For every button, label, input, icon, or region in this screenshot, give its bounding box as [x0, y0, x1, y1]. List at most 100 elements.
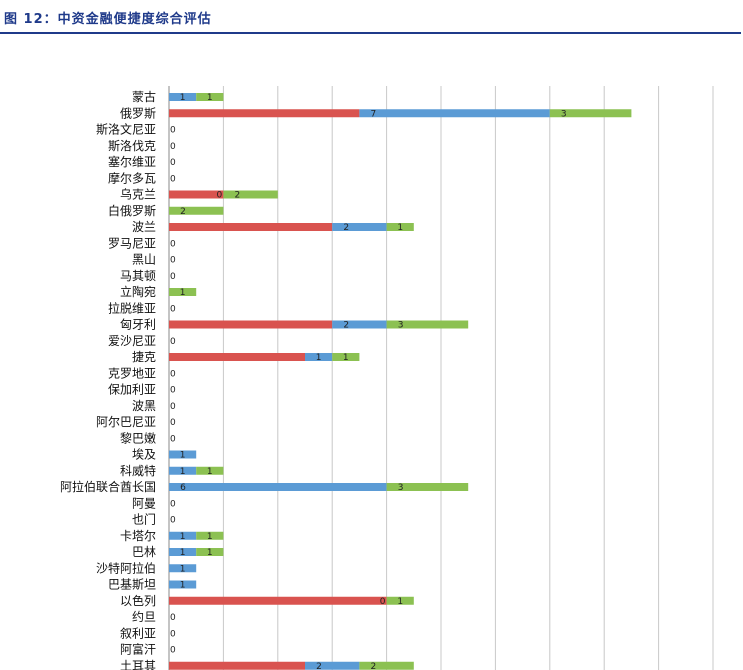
bar-segment [169, 206, 224, 215]
data-label: 0 [170, 304, 176, 314]
data-label: 1 [180, 467, 186, 477]
bar-segment [169, 450, 197, 459]
bar-segment [332, 223, 387, 231]
category-label: 阿富汗 [120, 642, 156, 657]
data-label: 0 [170, 402, 176, 412]
data-label: 3 [561, 109, 567, 119]
category-labels: 蒙古俄罗斯斯洛文尼亚斯洛伐克塞尔维亚摩尔多瓦乌克兰白俄罗斯波兰罗马尼亚黑山马其顿… [60, 89, 156, 670]
data-label: 0 [380, 597, 386, 607]
data-label: 1 [316, 353, 322, 363]
figure-title: 图 12：中资金融便捷度综合评估 [4, 12, 212, 27]
category-label: 保加利亚 [108, 383, 156, 397]
bar-segment [169, 661, 305, 670]
bar-segment [169, 483, 387, 491]
category-label: 阿尔巴尼亚 [96, 414, 156, 429]
data-label: 1 [207, 467, 213, 477]
data-label: 3 [398, 483, 404, 493]
bars: 1173000002022100001023011000001116300111… [169, 93, 632, 670]
category-label: 叙利亚 [120, 626, 156, 640]
category-label: 罗马尼亚 [108, 236, 156, 250]
category-label: 斯洛伐克 [108, 138, 156, 153]
category-label: 巴基斯坦 [108, 578, 156, 592]
data-label: 2 [235, 191, 241, 201]
category-label: 克罗地亚 [108, 366, 156, 380]
data-label: 0 [217, 191, 223, 201]
figure-header: 图 12：中资金融便捷度综合评估 [0, 0, 743, 36]
data-label: 0 [170, 142, 176, 152]
data-label: 0 [170, 272, 176, 282]
data-label: 0 [170, 369, 176, 379]
category-label: 阿拉伯联合酋长国 [60, 479, 156, 494]
data-label: 1 [343, 353, 349, 363]
gridlines [168, 86, 714, 670]
category-label: 塞尔维亚 [108, 154, 156, 169]
bar-segment [549, 109, 632, 118]
bar-segment [196, 466, 224, 475]
bar-segment [305, 661, 360, 670]
bar-segment [169, 531, 197, 540]
bar-segment [169, 320, 333, 329]
data-label: 1 [180, 93, 186, 103]
bar-segment [359, 109, 550, 118]
category-label: 黎巴嫩 [120, 431, 156, 445]
data-label: 1 [180, 564, 186, 574]
category-label: 巴林 [132, 545, 156, 559]
data-label: 1 [397, 597, 403, 607]
data-label: 0 [170, 256, 176, 266]
data-label: 2 [316, 662, 322, 670]
bar-segment [169, 353, 305, 361]
bar-segment [169, 93, 197, 101]
data-label: 2 [343, 321, 349, 331]
bar-segment [196, 531, 224, 540]
data-label: 3 [398, 321, 404, 331]
data-label: 0 [170, 629, 176, 639]
category-label: 黑山 [132, 253, 156, 267]
data-label: 1 [180, 451, 186, 461]
data-label: 1 [180, 548, 186, 558]
data-label: 0 [170, 337, 176, 347]
data-label: 1 [207, 548, 213, 558]
data-label: 0 [170, 386, 176, 396]
bar-segment [169, 580, 197, 589]
bar-segment [169, 548, 197, 556]
category-label: 蒙古 [132, 89, 156, 104]
data-label: 0 [170, 418, 176, 428]
data-label: 1 [207, 93, 213, 103]
bar-segment [196, 93, 224, 101]
category-label: 约旦 [132, 609, 156, 624]
data-label: 0 [170, 613, 176, 623]
category-label: 白俄罗斯 [108, 203, 156, 218]
data-label: 0 [170, 646, 176, 656]
data-label: 2 [180, 207, 186, 217]
bar-segment [359, 661, 414, 670]
bar-segment [386, 223, 414, 231]
category-label: 波兰 [132, 220, 156, 234]
bar-segment [386, 596, 414, 605]
category-label: 斯洛文尼亚 [96, 122, 156, 137]
category-label: 俄罗斯 [120, 106, 156, 120]
bar-segment [169, 564, 197, 573]
data-label: 0 [170, 499, 176, 509]
category-label: 波黑 [132, 399, 156, 413]
category-label: 摩尔多瓦 [108, 170, 156, 185]
data-label: 7 [371, 109, 377, 119]
category-label: 乌克兰 [120, 187, 156, 202]
data-label: 0 [170, 158, 176, 168]
bar-segment [386, 483, 469, 491]
category-label: 科威特 [120, 463, 156, 478]
bar-segment [169, 109, 360, 118]
category-label: 立陶宛 [120, 284, 156, 299]
data-label: 1 [180, 532, 186, 542]
category-label: 埃及 [132, 448, 156, 462]
data-label: 1 [180, 581, 186, 591]
category-label: 也门 [132, 512, 156, 527]
data-label: 2 [371, 662, 377, 670]
category-label: 捷克 [132, 350, 156, 364]
bar-segment [169, 596, 387, 605]
bar-segment [169, 190, 224, 199]
data-label: 0 [170, 434, 176, 444]
bar-segment [169, 466, 197, 475]
category-label: 马其顿 [120, 269, 156, 283]
data-label: 6 [180, 483, 186, 493]
